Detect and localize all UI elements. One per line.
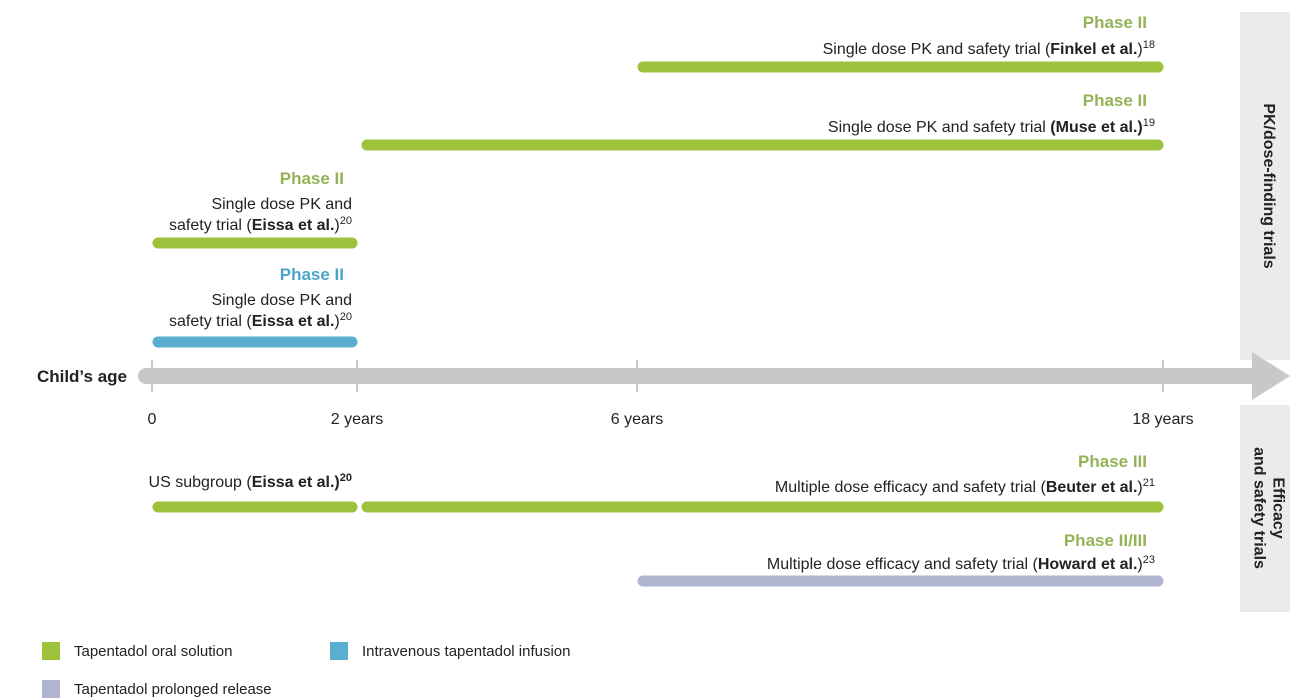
panel-background	[1240, 405, 1290, 612]
panel-label: and safety trials	[1251, 447, 1268, 569]
text-segment: )	[1137, 41, 1142, 58]
trial-description: Multiple dose efficacy and safety trial …	[775, 477, 1155, 496]
axis-tick-label: 18 years	[1132, 411, 1193, 428]
text-segment: Finkel et al.	[1050, 41, 1137, 58]
text-segment: safety trial (	[169, 217, 252, 234]
legend-swatch	[42, 680, 60, 698]
axis-tick-label: 0	[148, 411, 157, 428]
text-segment: US subgroup (	[149, 474, 253, 491]
trial-description: safety trial (Eissa et al.)20	[169, 311, 352, 330]
text-segment: Single dose PK and safety trial	[828, 119, 1050, 136]
text-segment: 21	[1143, 477, 1155, 489]
phase-label: Phase III	[1078, 452, 1147, 471]
text-segment: Single dose PK and	[211, 292, 352, 309]
text-segment: )	[1137, 479, 1142, 496]
text-segment: (Muse et al.)	[1050, 119, 1142, 136]
legend-label: Intravenous tapentadol infusion	[362, 643, 570, 660]
text-segment: Multiple dose efficacy and safety trial …	[775, 479, 1047, 496]
panel-label: PK/dose-finding trials	[1260, 103, 1277, 268]
text-segment: Single dose PK and safety trial (	[823, 41, 1051, 58]
text-segment: Single dose PK and	[211, 196, 352, 213]
trial-description: safety trial (Eissa et al.)20	[169, 215, 352, 234]
axis-tick-label: 2 years	[331, 411, 383, 428]
text-segment: )	[334, 313, 339, 330]
legend-label: Tapentadol prolonged release	[74, 681, 272, 698]
text-segment: 23	[1143, 554, 1155, 566]
legend-label: Tapentadol oral solution	[74, 643, 232, 660]
text-segment: 20	[340, 472, 352, 484]
phase-label: Phase II	[1083, 91, 1147, 110]
text-segment: Beuter et al.	[1046, 479, 1138, 496]
axis-label: Child’s age	[37, 367, 127, 386]
phase-label: Phase II/III	[1064, 531, 1147, 550]
legend-swatch	[330, 642, 348, 660]
trial-description: Multiple dose efficacy and safety trial …	[767, 554, 1155, 573]
panel-label: Efficacy	[1270, 477, 1287, 538]
text-segment: Eissa et al.	[252, 217, 335, 234]
text-segment: Multiple dose efficacy and safety trial …	[767, 556, 1039, 573]
text-segment: 18	[1143, 39, 1155, 51]
trial-description: Single dose PK and	[211, 196, 352, 213]
text-segment: Howard et al.	[1038, 556, 1138, 573]
trial-description: US subgroup (Eissa et al.)20	[149, 472, 352, 491]
trial-description: Single dose PK and safety trial (Muse et…	[828, 117, 1155, 136]
phase-label: Phase II	[280, 169, 344, 188]
phase-label: Phase II	[280, 265, 344, 284]
legend-swatch	[42, 642, 60, 660]
panel-background	[1240, 12, 1290, 360]
text-segment: 19	[1143, 117, 1155, 129]
axis-arrow	[1252, 352, 1290, 400]
trial-description: Single dose PK and safety trial (Finkel …	[823, 39, 1155, 58]
text-segment: 20	[340, 311, 352, 323]
text-segment: safety trial (	[169, 313, 252, 330]
axis-tick-label: 6 years	[611, 411, 663, 428]
text-segment: )	[334, 217, 339, 234]
text-segment: Eissa et al.	[252, 313, 335, 330]
phase-label: Phase II	[1083, 13, 1147, 32]
text-segment: )	[1137, 556, 1142, 573]
text-segment: Eissa et al.)	[252, 474, 340, 491]
text-segment: 20	[340, 215, 352, 227]
trial-description: Single dose PK and	[211, 292, 352, 309]
